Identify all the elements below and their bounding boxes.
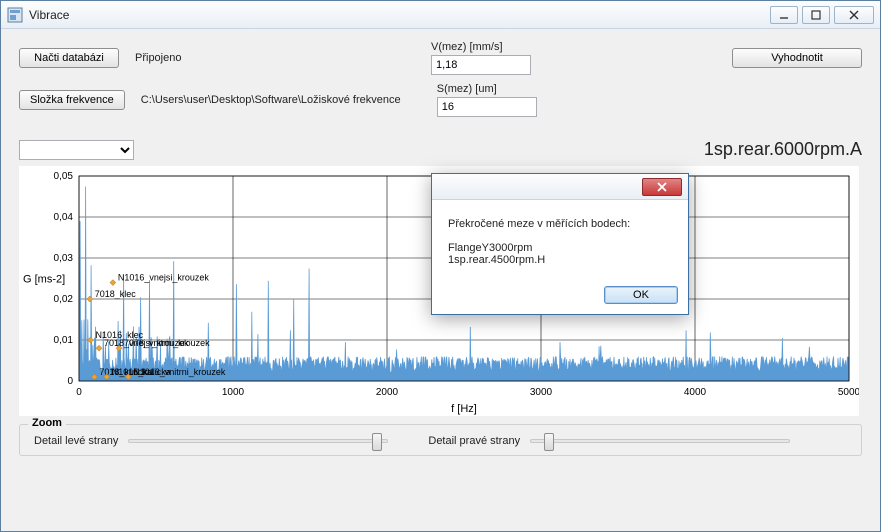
titlebar: Vibrace	[1, 1, 880, 29]
vmez-label: V(mez) [mm/s]	[431, 41, 531, 53]
svg-text:0,04: 0,04	[54, 212, 74, 223]
detail-right-label: Detail pravé strany	[428, 435, 520, 447]
svg-text:3000: 3000	[530, 387, 553, 398]
right-slider-thumb[interactable]	[544, 433, 554, 451]
zoom-legend: Zoom	[28, 417, 66, 429]
dialog-titlebar	[432, 174, 688, 200]
svg-text:0,01: 0,01	[54, 335, 74, 346]
evaluate-button[interactable]: Vyhodnotit	[732, 48, 862, 68]
row-2: Složka frekvence C:\Users\user\Desktop\S…	[19, 83, 862, 117]
combo-row: 1sp.rear.6000rpm.A	[19, 139, 862, 160]
svg-text:2000: 2000	[376, 387, 399, 398]
dialog-close-button[interactable]	[642, 178, 682, 196]
zoom-group: Zoom Detail levé strany Detail pravé str…	[19, 424, 862, 456]
close-button[interactable]	[834, 6, 874, 24]
alert-dialog: Překročené meze v měřících bodech: Flang…	[431, 173, 689, 315]
connected-label: Připojeno	[135, 52, 415, 64]
svg-text:0,05: 0,05	[54, 171, 74, 182]
smez-input[interactable]	[437, 97, 537, 117]
freq-folder-button[interactable]: Složka frekvence	[19, 90, 125, 110]
svg-text:N1016_vnitrni_krouzek: N1016_vnitrni_krouzek	[133, 367, 226, 377]
smez-label: S(mez) [um]	[437, 83, 537, 95]
maximize-button[interactable]	[802, 6, 830, 24]
svg-text:f [Hz]: f [Hz]	[451, 403, 477, 415]
svg-text:0,02: 0,02	[54, 294, 74, 305]
svg-text:G [ms-2]: G [ms-2]	[23, 274, 65, 286]
dialog-body: Překročené meze v měřících bodech: Flang…	[432, 200, 688, 280]
svg-text:5000: 5000	[838, 387, 859, 398]
left-slider[interactable]	[128, 439, 388, 443]
left-slider-thumb[interactable]	[372, 433, 382, 451]
svg-text:0,03: 0,03	[54, 253, 74, 264]
path-label: C:\Users\user\Desktop\Software\Ložiskové…	[141, 94, 421, 106]
series-select[interactable]	[19, 140, 134, 160]
svg-text:4000: 4000	[684, 387, 707, 398]
svg-text:0: 0	[76, 387, 82, 398]
svg-text:1000: 1000	[222, 387, 245, 398]
svg-text:N1016_vnejsi_krouzek: N1016_vnejsi_krouzek	[118, 273, 210, 283]
row-1: Načti databázi Připojeno V(mez) [mm/s] V…	[19, 41, 862, 75]
window-buttons	[770, 6, 874, 24]
left-slider-wrap: Detail levé strany	[34, 435, 388, 447]
vmez-group: V(mez) [mm/s]	[431, 41, 531, 75]
smez-group: S(mez) [um]	[437, 83, 537, 117]
svg-text:0: 0	[67, 376, 73, 387]
app-icon	[7, 7, 23, 23]
main-window: Vibrace Načti databázi Připojeno V(mez) …	[0, 0, 881, 532]
right-slider-wrap: Detail pravé strany	[428, 435, 790, 447]
dialog-ok-button[interactable]: OK	[604, 286, 678, 304]
minimize-button[interactable]	[770, 6, 798, 24]
right-slider[interactable]	[530, 439, 790, 443]
series-title: 1sp.rear.6000rpm.A	[704, 139, 862, 160]
svg-text:7018_klec: 7018_klec	[95, 289, 137, 299]
svg-text:7078_vnitrni_krouzek: 7078_vnitrni_krouzek	[124, 338, 210, 348]
dialog-footer: OK	[432, 280, 688, 314]
window-title: Vibrace	[29, 8, 770, 22]
detail-left-label: Detail levé strany	[34, 435, 118, 447]
load-db-button[interactable]: Načti databázi	[19, 48, 119, 68]
dialog-line3: 1sp.rear.4500rpm.H	[448, 254, 672, 266]
dialog-line2: FlangeY3000rpm	[448, 242, 672, 254]
vmez-input[interactable]	[431, 55, 531, 75]
dialog-line1: Překročené meze v měřících bodech:	[448, 218, 672, 230]
